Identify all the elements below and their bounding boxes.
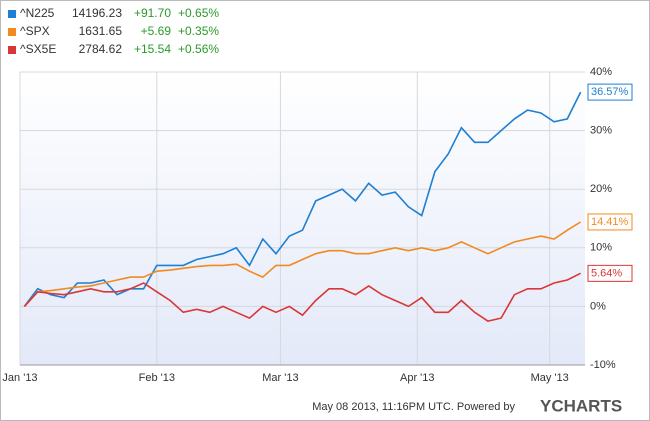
end-label-box xyxy=(587,264,633,282)
end-label: 14.41% xyxy=(591,216,629,228)
y-tick-label: 30% xyxy=(590,125,612,137)
y-tick-label: 40% xyxy=(590,66,612,78)
legend-change-pct: +0.65% xyxy=(178,6,219,20)
legend-swatch xyxy=(8,10,16,18)
brand: YCHARTS xyxy=(540,396,622,415)
legend-change: +15.54 xyxy=(134,42,171,56)
legend-name: ^N225 xyxy=(20,6,55,20)
legend-name: ^SX5E xyxy=(20,42,56,56)
x-tick-label: Jan '13 xyxy=(2,372,37,384)
legend-price: 2784.62 xyxy=(79,42,123,56)
legend-change-pct: +0.35% xyxy=(178,24,219,38)
x-tick-label: Apr '13 xyxy=(400,372,435,384)
x-tick-label: Feb '13 xyxy=(139,372,175,384)
y-tick-label: 20% xyxy=(590,183,612,195)
legend-swatch xyxy=(8,28,16,36)
y-tick-label: 0% xyxy=(590,300,606,312)
end-label-box xyxy=(587,213,633,231)
end-label-box xyxy=(587,83,633,101)
end-label: 5.64% xyxy=(591,267,622,279)
legend-name: ^SPX xyxy=(20,24,50,38)
footer: May 08 2013, 11:16PM UTC. Powered by xyxy=(312,401,515,413)
plot-area xyxy=(20,72,585,365)
y-tick-label: 10% xyxy=(590,242,612,254)
series-line xyxy=(23,221,582,307)
legend-change: +5.69 xyxy=(141,24,172,38)
x-tick-label: May '13 xyxy=(531,372,569,384)
legend-change: +91.70 xyxy=(134,6,171,20)
end-label: 36.57% xyxy=(591,86,629,98)
y-tick-label: -10% xyxy=(590,359,616,371)
legend-change-pct: +0.56% xyxy=(178,42,219,56)
series-line xyxy=(23,91,582,307)
legend-price: 1631.65 xyxy=(79,24,123,38)
x-tick-label: Mar '13 xyxy=(262,372,298,384)
legend-swatch xyxy=(8,46,16,54)
legend-price: 14196.23 xyxy=(72,6,122,20)
series-line xyxy=(23,272,581,322)
